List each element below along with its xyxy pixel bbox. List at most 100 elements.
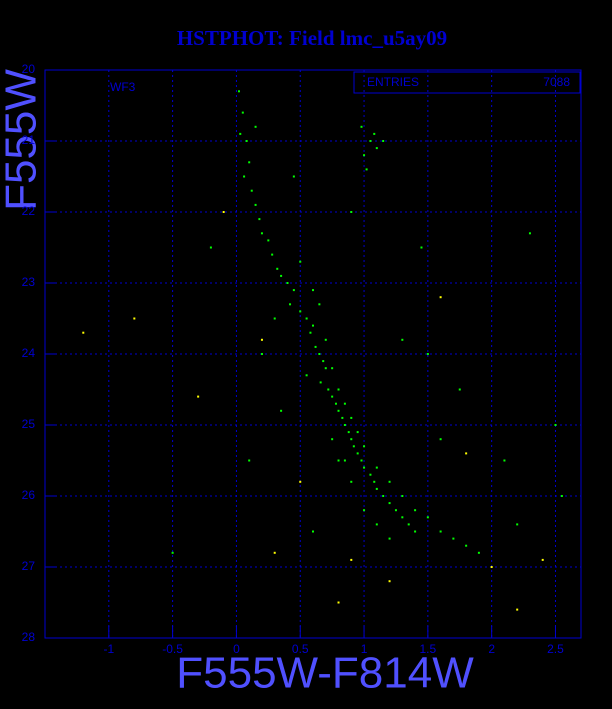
- point: [260, 338, 263, 341]
- point: [305, 317, 308, 320]
- stats-box: [353, 71, 581, 94]
- point: [388, 502, 391, 505]
- point: [465, 452, 468, 455]
- point: [347, 431, 350, 434]
- point: [337, 388, 340, 391]
- point: [258, 218, 261, 221]
- point: [350, 558, 353, 561]
- y-tick-label: 23: [22, 275, 36, 289]
- point: [375, 466, 378, 469]
- point: [375, 523, 378, 526]
- point: [554, 424, 557, 426]
- point: [331, 367, 334, 370]
- point: [375, 487, 378, 490]
- point: [365, 168, 368, 171]
- point: [267, 239, 270, 242]
- x-tick-label: 0: [233, 642, 240, 656]
- point: [394, 509, 397, 512]
- y-tick-label: 26: [22, 488, 36, 502]
- point: [439, 296, 442, 299]
- y-tick-label: 22: [22, 204, 36, 218]
- point: [352, 445, 355, 448]
- point: [414, 509, 417, 512]
- point: [314, 345, 317, 348]
- point: [280, 409, 283, 412]
- y-tick-label: 27: [22, 559, 36, 573]
- point: [286, 282, 289, 284]
- y-axis-label: F555W: [0, 69, 46, 211]
- point: [337, 409, 340, 412]
- point: [356, 452, 359, 455]
- point: [458, 388, 461, 391]
- point: [360, 459, 363, 462]
- x-tick-label: 2.5: [547, 642, 564, 656]
- y-tick-label: 20: [22, 62, 36, 76]
- point: [401, 495, 404, 497]
- point: [237, 90, 240, 93]
- stats-label: ENTRIES: [367, 75, 419, 89]
- y-tick-label: 24: [22, 346, 36, 360]
- point: [382, 140, 385, 142]
- point: [350, 416, 353, 419]
- x-tick-label: -0.5: [162, 642, 183, 656]
- point: [388, 580, 391, 583]
- point: [401, 516, 404, 519]
- point: [350, 480, 353, 483]
- point: [276, 267, 279, 270]
- point: [337, 459, 340, 462]
- point: [197, 395, 200, 398]
- point: [271, 253, 274, 256]
- point: [239, 132, 242, 135]
- point: [369, 140, 372, 142]
- point: [420, 246, 423, 249]
- point: [350, 438, 353, 441]
- point: [209, 246, 212, 249]
- point: [322, 360, 325, 363]
- point: [305, 374, 308, 377]
- point: [516, 608, 519, 611]
- point: [373, 480, 376, 483]
- x-tick-label: 0.5: [292, 642, 309, 656]
- x-tick-label: 1.5: [420, 642, 437, 656]
- point: [318, 353, 321, 355]
- point: [401, 338, 404, 341]
- point: [503, 459, 506, 462]
- point: [452, 537, 455, 540]
- point: [516, 523, 519, 526]
- stats-value: 7088: [543, 75, 570, 89]
- point: [369, 473, 372, 476]
- point: [343, 459, 346, 462]
- point: [319, 381, 322, 384]
- point: [360, 125, 363, 128]
- point: [241, 111, 244, 114]
- x-tick-label: 2: [488, 642, 495, 656]
- point: [356, 431, 359, 434]
- point: [560, 495, 563, 497]
- point: [477, 551, 480, 554]
- point: [133, 317, 136, 320]
- point: [439, 530, 442, 533]
- x-tick-label: 1: [361, 642, 368, 656]
- point: [414, 530, 417, 533]
- y-tick-label: 21: [22, 133, 36, 147]
- y-tick-label: 28: [22, 630, 36, 644]
- chart-title: HSTPHOT: Field lmc_u5ay09: [177, 26, 447, 50]
- point: [343, 424, 346, 426]
- point: [363, 445, 366, 448]
- point: [388, 537, 391, 540]
- point: [465, 544, 468, 547]
- point: [292, 289, 295, 292]
- point: [407, 523, 410, 526]
- point: [309, 331, 312, 334]
- point: [426, 516, 429, 519]
- point: [299, 310, 302, 313]
- point: [337, 601, 340, 604]
- point: [318, 303, 321, 306]
- point: [245, 140, 248, 142]
- point: [312, 289, 314, 292]
- point: [292, 175, 295, 178]
- point: [250, 189, 253, 192]
- point: [490, 566, 493, 568]
- point: [426, 353, 429, 355]
